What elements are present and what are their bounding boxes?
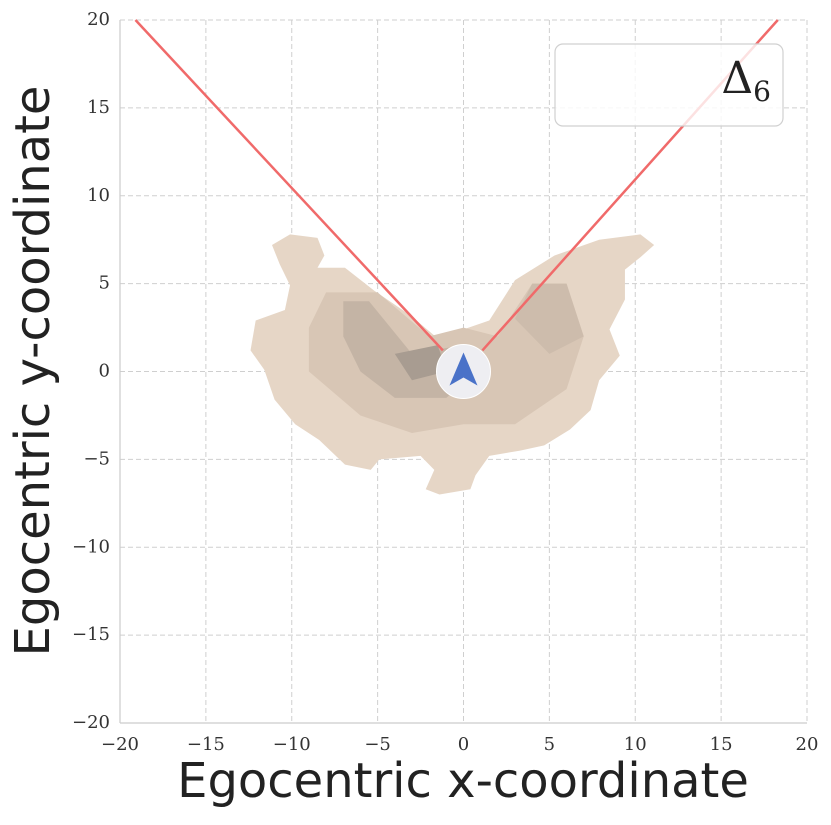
legend-subscript: 6 [753,75,771,108]
y-tick-label: 20 [87,9,110,30]
y-tick-label: −20 [72,712,110,733]
y-axis-label: Egocentric y-coordinate [5,86,61,657]
x-axis-label: Egocentric x-coordinate [177,753,749,809]
x-tick-label: −10 [273,734,311,755]
y-tick-label: 10 [87,185,110,206]
y-tick-label: −15 [72,624,110,645]
density-contour [394,345,447,381]
y-tick-label: −5 [83,448,110,469]
agent-arrow [449,352,478,386]
ray-line [134,19,444,352]
y-tick-label: 0 [99,361,110,382]
legend-box [554,43,784,127]
x-tick-label: 0 [458,734,469,755]
x-tick-label: −5 [364,734,391,755]
legend-symbol: Δ [721,53,753,104]
legend-label: Δ6 [721,53,771,108]
x-tick-label: −20 [101,734,139,755]
x-tick-label: 10 [624,734,647,755]
x-tick-label: 5 [544,734,555,755]
x-tick-label: −15 [187,734,225,755]
y-tick-label: 5 [99,273,110,294]
y-tick-label: −10 [72,536,110,557]
y-tick-label: 15 [87,97,110,118]
x-tick-label: 15 [710,734,733,755]
density-contour [515,283,584,354]
x-tick-label: 20 [796,734,819,755]
